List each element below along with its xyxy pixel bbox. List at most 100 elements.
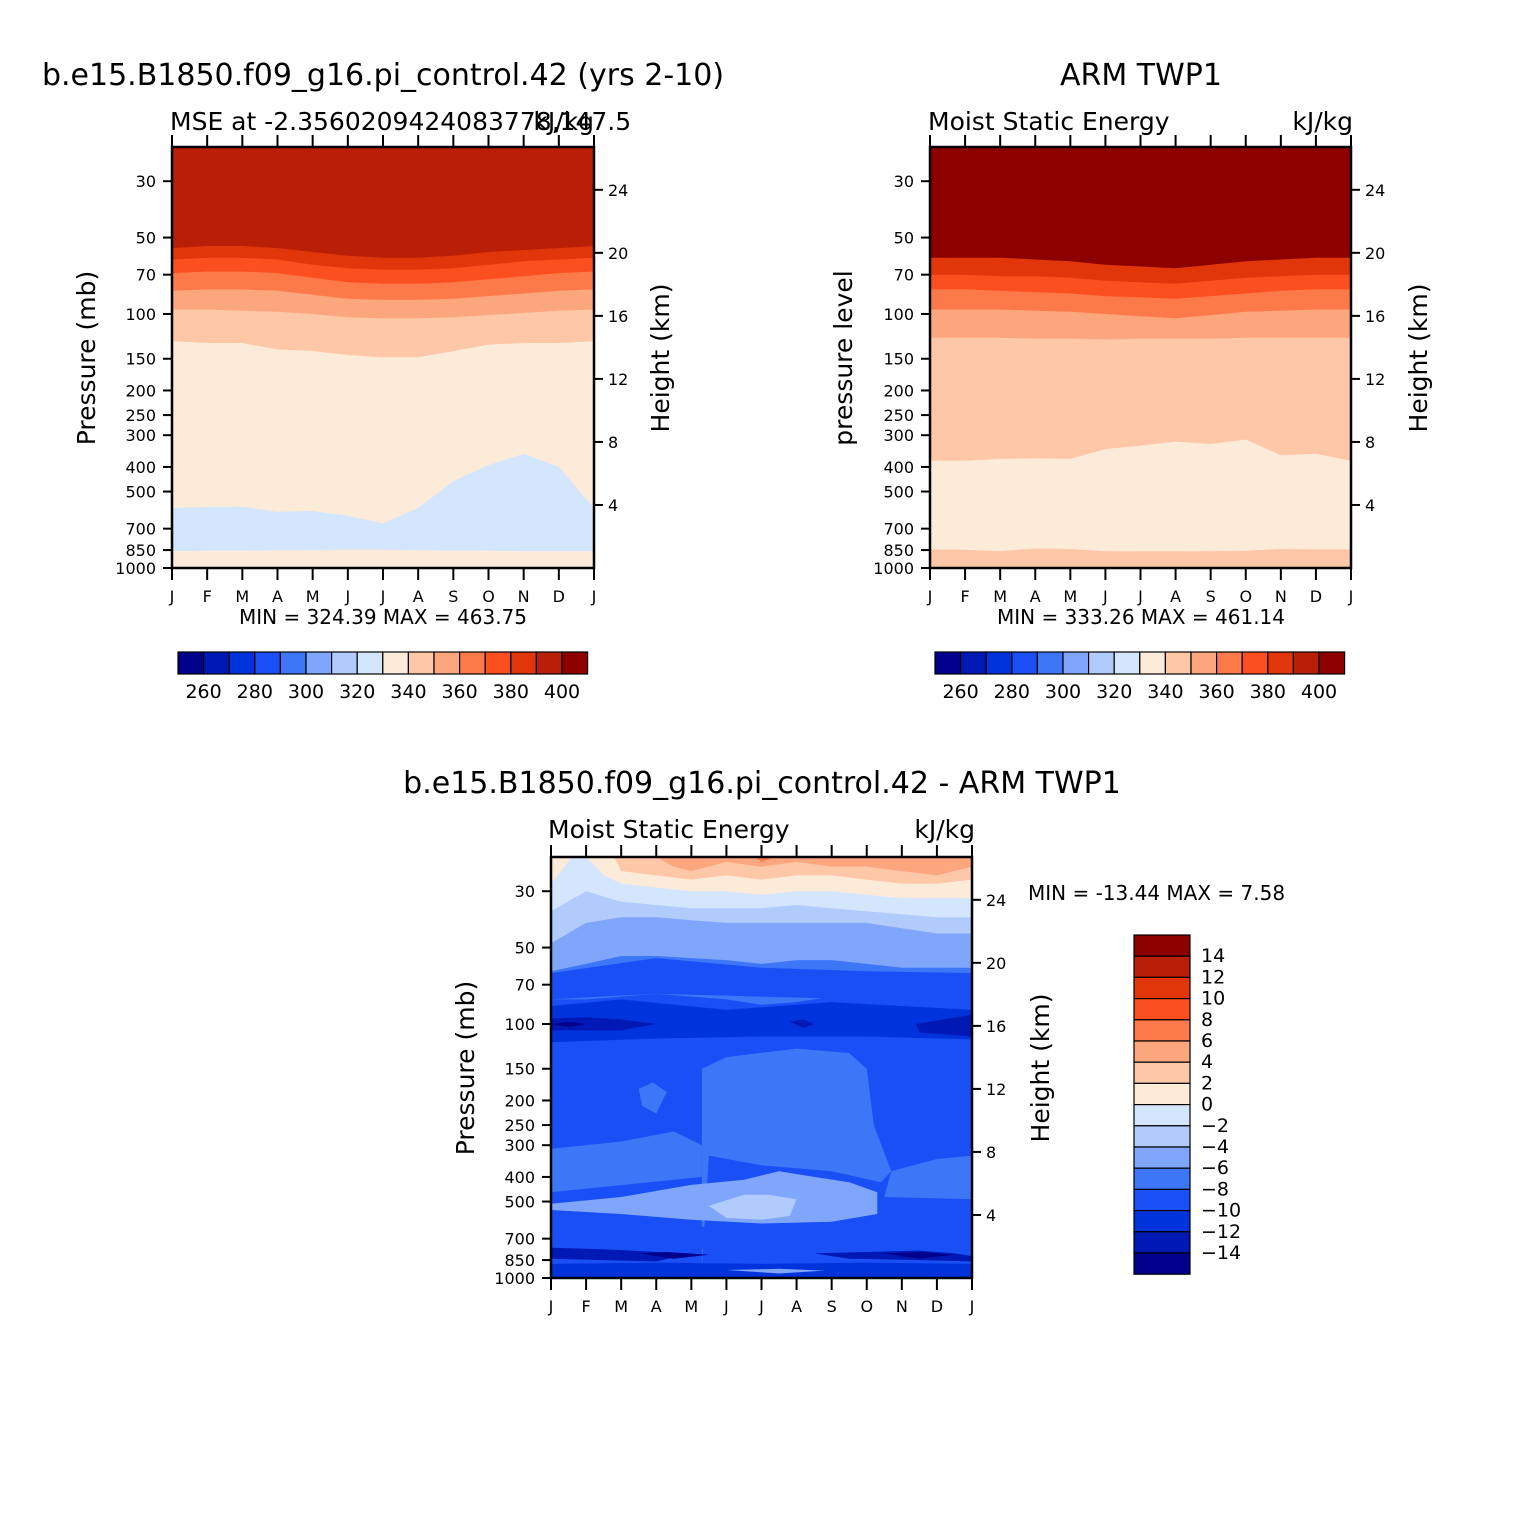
model-subtitle-right: kJ/kg — [533, 107, 594, 136]
diff-ylabel-200: 200 — [504, 1091, 535, 1110]
model-cb-box-1 — [203, 651, 230, 675]
diff-title: b.e15.B1850.f09_g16.pi_control.42 - ARM … — [403, 766, 1121, 801]
model-ylabel-150: 150 — [125, 350, 156, 369]
obs-ylabel-700: 700 — [883, 520, 914, 539]
obs-cb-box-4 — [1036, 651, 1064, 675]
diff-ylabel-100: 100 — [504, 1015, 535, 1034]
model-cb-label-380: 380 — [493, 681, 529, 703]
model-ylabel-700: 700 — [125, 520, 156, 539]
obs-ylabel-200: 200 — [883, 381, 914, 400]
obs-xlabel-7: A — [1170, 587, 1181, 606]
obs-cb-box-1 — [959, 651, 987, 675]
model-hlabel-8: 8 — [608, 433, 618, 452]
obs-cb-box-3 — [1011, 651, 1038, 675]
model-cb-box-3 — [254, 651, 282, 675]
diff-band-m12-c — [789, 1019, 815, 1029]
diff-band-m2-mid — [708, 1194, 797, 1220]
diff-cb-box-2 — [1133, 976, 1191, 1000]
model-contours — [172, 147, 594, 568]
obs-xlabel-11: D — [1310, 587, 1322, 606]
obs-title: ARM TWP1 — [1060, 58, 1222, 93]
obs-cb-box-5 — [1062, 651, 1090, 675]
obs-cb-box-13 — [1267, 651, 1295, 675]
obs-cb-label-300: 300 — [1045, 681, 1081, 703]
obs-ylabel-400: 400 — [883, 458, 914, 477]
diff-band-m12-a — [551, 1017, 657, 1031]
diff-xlabel-3: A — [651, 1297, 662, 1316]
model-cb-label-300: 300 — [288, 681, 324, 703]
model-ylabel-250: 250 — [125, 406, 156, 425]
model-xlabel-9: O — [482, 587, 495, 606]
model-cb-label-340: 340 — [390, 681, 426, 703]
model-cb-box-10 — [433, 651, 461, 675]
diff-ylabel: Pressure (mb) — [451, 981, 480, 1155]
obs-hlabel-4: 4 — [1365, 496, 1375, 515]
model-xlabel-3: A — [272, 587, 283, 606]
diff-cb-box-12 — [1133, 1188, 1191, 1212]
model-hlabel-4: 4 — [608, 496, 618, 515]
model-xlabel-12: J — [591, 587, 597, 606]
diff-xlabel-5: J — [723, 1297, 729, 1316]
diff-xlabel-8: S — [827, 1297, 837, 1316]
obs-cb-box-11 — [1215, 651, 1243, 675]
diff-hlabel-24: 24 — [986, 891, 1006, 910]
obs-xlabel-0: J — [927, 587, 933, 606]
model-cb-box-12 — [484, 651, 512, 675]
obs-cb-label-260: 260 — [942, 681, 978, 703]
model-hlabel-16: 16 — [608, 307, 628, 326]
diff-cb-label-13: −12 — [1201, 1221, 1241, 1243]
obs-cb-box-6 — [1087, 651, 1115, 675]
diff-ylabel-1000: 1000 — [494, 1269, 535, 1288]
diff-ylabel-300: 300 — [504, 1136, 535, 1155]
obs-cb-label-340: 340 — [1147, 681, 1183, 703]
model-cb-box-4 — [279, 651, 307, 675]
obs-ylabel-500: 500 — [883, 483, 914, 502]
model-cb-box-15 — [561, 651, 589, 675]
diff-hlabel-8: 8 — [986, 1143, 996, 1162]
obs-hlabel-24: 24 — [1365, 181, 1385, 200]
model-cb-label-260: 260 — [185, 681, 221, 703]
diff-ylabel-700: 700 — [504, 1230, 535, 1249]
diff-ylabel-150: 150 — [504, 1060, 535, 1079]
diff-xlabel-2: M — [614, 1297, 628, 1316]
obs-cb-label-320: 320 — [1096, 681, 1132, 703]
diff-cb-label-10: −6 — [1201, 1157, 1229, 1179]
model-cb-box-14 — [535, 651, 563, 675]
obs-ylabel-850: 850 — [883, 541, 914, 560]
diff-cb-label-11: −8 — [1201, 1178, 1229, 1200]
obs-ylabel-300: 300 — [883, 426, 914, 445]
diff-band-m4-surf — [726, 1268, 825, 1274]
obs-ylabel-70: 70 — [894, 266, 914, 285]
diff-band-m8-low — [551, 1223, 972, 1251]
diff-ylabel-500: 500 — [504, 1193, 535, 1212]
model-xlabel-6: J — [380, 587, 386, 606]
obs-cb-label-380: 380 — [1250, 681, 1286, 703]
diff-band-m14-low — [638, 1252, 709, 1259]
diff-cb-label-9: −4 — [1201, 1136, 1229, 1158]
model-cb-box-6 — [331, 651, 358, 675]
diff-xlabel-0: J — [548, 1297, 554, 1316]
model-hlabel-12: 12 — [608, 370, 628, 389]
diff-band-m6-right — [884, 1155, 972, 1200]
model-cb-box-5 — [305, 651, 333, 675]
obs-xlabel-1: F — [960, 587, 969, 606]
diff-contours — [551, 857, 972, 1278]
diff-xlabel-6: J — [758, 1297, 764, 1316]
diff-cb-box-4 — [1133, 1019, 1191, 1042]
diff-xlabel-11: D — [931, 1297, 943, 1316]
obs-minmax: MIN = 333.26 MAX = 461.14 — [997, 605, 1285, 629]
diff-band-m4-mid — [551, 1171, 878, 1224]
model-cb-label-360: 360 — [441, 681, 477, 703]
diff-minmax: MIN = -13.44 MAX = 7.58 — [1028, 881, 1285, 905]
obs-subtitle-right: kJ/kg — [1292, 107, 1353, 136]
obs-xlabel-2: M — [993, 587, 1007, 606]
obs-cb-label-400: 400 — [1301, 681, 1337, 703]
diff-cb-box-0 — [1133, 934, 1191, 957]
obs-xlabel-3: A — [1030, 587, 1041, 606]
diff-cb-box-14 — [1133, 1231, 1191, 1254]
model-ylabel-30: 30 — [136, 172, 156, 191]
diff-hlabel-16: 16 — [986, 1017, 1006, 1036]
model-ylabel-850: 850 — [125, 541, 156, 560]
